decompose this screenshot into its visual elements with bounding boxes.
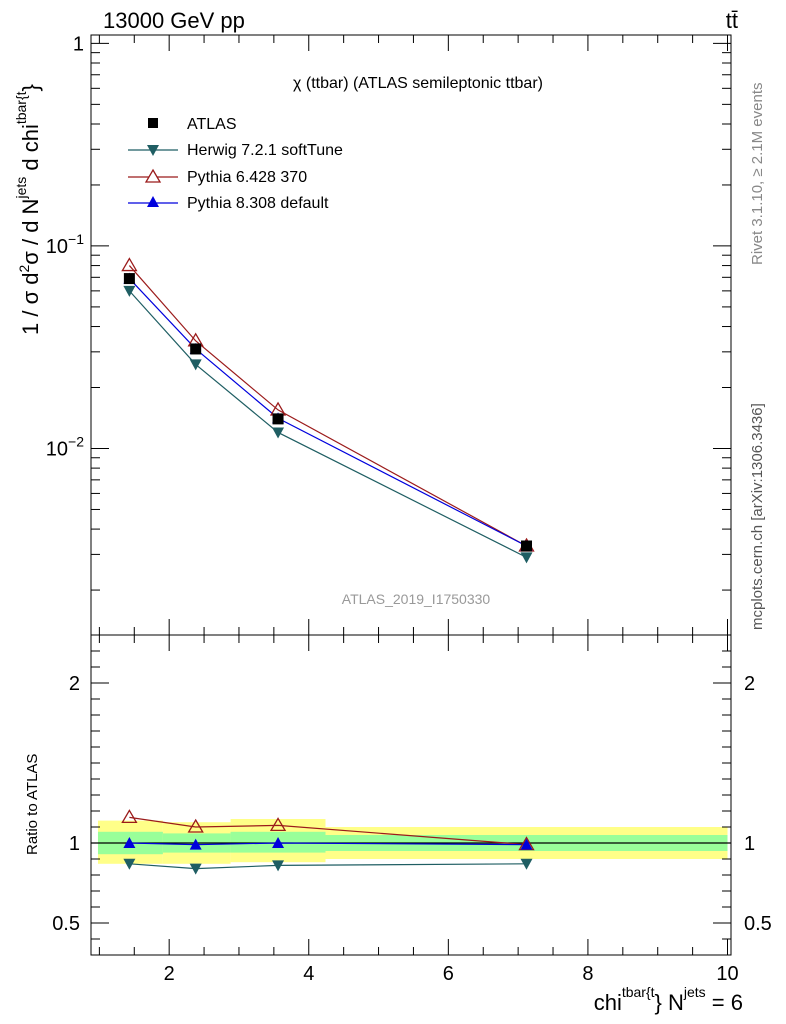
main-y-ticks: 10−210−11 [46,33,731,591]
main-y-tick-label: 10−2 [46,433,84,460]
legend-entry-atlas: ATLAS [148,116,237,133]
legend-entry-herwig: Herwig 7.2.1 softTune [128,142,343,159]
main-point-atlas [190,343,202,355]
ratio-y-tick-label: 1 [69,833,80,855]
ratio-point-herwig-7-2-1-softtune [272,860,285,872]
plot-title: χ (ttbar) (ATLAS semileptonic ttbar) [293,75,543,92]
mcplots-label: mcplots.cern.ch [arXiv:1306.3436] [749,403,766,630]
ratio-x-ticks: 2 4 6 8 10 [98,635,739,985]
xlabel-part-4: = 6 [706,990,743,1015]
ratio-point-pythia-8-308-default [520,838,533,850]
ratio-point-pythia-8-308-default [189,838,202,850]
main-x-ticks [98,35,729,635]
x-axis-label: chitbar{t} Njets = 6 [594,984,743,1015]
main-point-herwig-7-2-1-softtune [189,359,202,371]
ratio-y-axis-label: Ratio to ATLAS [24,754,41,855]
main-series-line-pythia-6-428-370 [128,265,527,547]
ratio-point-pythia-6-428-370 [269,817,287,832]
y-tick-base: 1 [73,33,84,55]
watermark: ATLAS_2019_I1750330 [342,591,491,607]
ratio-series [121,809,535,875]
ratio-point-pythia-6-428-370 [187,818,204,833]
ratio-point-herwig-7-2-1-softtune [520,858,533,870]
ratio-y-tick-label: 0.5 [52,913,80,935]
ylabel-part-2: σ / d N [18,199,43,265]
main-panel: 10−210−11 χ (ttbar) (ATLAS semileptonic … [13,33,732,636]
xlabel-part-2: } N [655,990,684,1015]
legend-entry-pythia8: Pythia 8.308 default [128,195,329,212]
ratio-point-pythia-6-428-370 [121,809,138,824]
ratio-y-tick-label-right: 2 [744,673,755,695]
main-point-atlas [272,413,284,425]
ratio-point-herwig-7-2-1-softtune [123,858,136,870]
legend-label-herwig: Herwig 7.2.1 softTune [187,142,343,159]
x-tick-label: 8 [582,963,593,985]
xlabel-part-1: tbar{t [622,984,655,1000]
main-y-axis-label: 1 / σ d2σ / d Njets d chitbar{t} [13,84,43,335]
ratio-point-pythia-8-308-default [272,837,285,848]
main-point-herwig-7-2-1-softtune [123,285,136,297]
x-tick-label: 4 [303,963,314,985]
legend-label-pythia6: Pythia 6.428 370 [187,169,307,186]
legend-marker-pythia6 [144,168,162,183]
main-series [121,257,535,564]
legend-label-pythia8: Pythia 8.308 default [187,195,329,212]
main-y-tick-label: 1 [73,33,84,55]
ratio-y-tick-label: 2 [69,673,80,695]
ratio-point-pythia-8-308-default [123,837,136,848]
rivet-label: Rivet 3.1.10, ≥ 2.1M events [749,83,766,266]
main-series-line-pythia-8-308-default [128,278,527,547]
legend-marker-atlas [148,118,158,128]
header-left-title: 13000 GeV pp [103,8,245,33]
ratio-panel: 0.5 0.5 1 1 2 2 2 4 6 8 10 Ratio to ATLAS chitbar… [24,634,772,1015]
ylabel-part-0: 1 / σ d [18,273,43,336]
main-series-line-herwig-7-2-1-softtune [128,290,527,558]
header-right-title: tt̄ [726,8,738,33]
legend-entry-pythia6: Pythia 6.428 370 [128,168,307,186]
ylabel-part-3: jets [13,177,29,200]
x-tick-label: 6 [443,963,454,985]
ratio-y-tick-label-right: 1 [744,833,755,855]
legend-label-atlas: ATLAS [187,116,237,133]
legend: ATLAS Herwig 7.2.1 softTune Pythia 6.428… [128,116,343,212]
ratio-plot-frame [90,634,732,956]
ratio-y-ticks: 0.5 0.5 1 1 2 2 [52,650,772,940]
ylabel-part-1: 2 [16,265,32,273]
ylabel-part-5: tbar{t [13,91,29,124]
ratio-series-line-herwig-7-2-1-softtune [129,863,527,870]
legend-marker-herwig [147,145,159,156]
y-tick-exponent: −2 [68,433,84,449]
ratio-point-herwig-7-2-1-softtune [189,863,202,875]
y-tick-base: 10 [46,438,68,460]
x-tick-label: 2 [164,963,175,985]
main-point-atlas [123,273,135,285]
main-point-atlas [521,540,533,552]
xlabel-part-3: jets [683,984,706,1000]
ylabel-part-6: } [18,84,43,91]
y-tick-exponent: −1 [68,231,84,247]
ratio-series-line-pythia-8-308-default [129,842,527,846]
xlabel-part-0: chi [594,990,622,1015]
ratio-series-line-pythia-6-428-370 [129,816,527,846]
main-point-herwig-7-2-1-softtune [272,427,285,439]
main-point-pythia-6-428-370 [121,257,138,272]
ylabel-part-4: d chi [18,124,43,177]
main-y-tick-label: 10−1 [46,231,84,258]
main-point-herwig-7-2-1-softtune [520,552,533,564]
ratio-y-tick-label-right: 0.5 [744,913,772,935]
y-tick-base: 10 [46,236,68,258]
x-tick-label: 10 [716,963,738,985]
legend-marker-pythia8 [147,196,159,207]
